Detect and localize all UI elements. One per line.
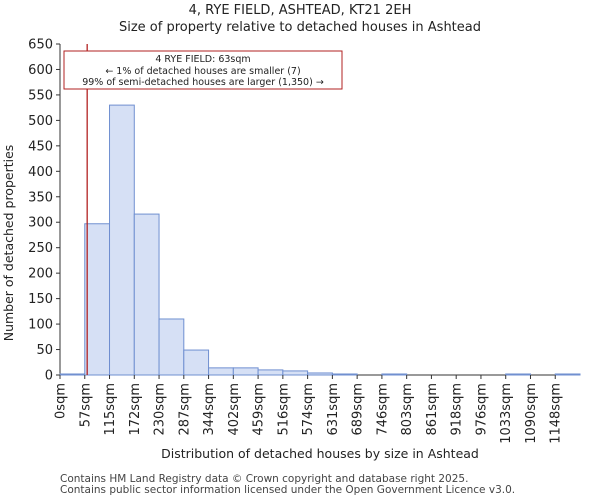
chart-title: 4, RYE FIELD, ASHTEAD, KT21 2EH [188, 3, 412, 18]
x-tick-label: 344sqm [202, 383, 217, 436]
x-tick-label: 287sqm [177, 383, 192, 436]
bar [84, 223, 111, 376]
y-tick-label: 200 [28, 267, 53, 282]
annotation-line1: 4 RYE FIELD: 63sqm [155, 54, 250, 65]
y-axis: 0 50 100 150 200 250 300 350 400 450 500 550 600 650 [28, 38, 60, 384]
chart-subtitle: Size of property relative to detached ho… [118, 20, 481, 35]
bar [282, 370, 309, 376]
x-tick-label: 115sqm [103, 383, 118, 436]
x-tick-label: 1033sqm [499, 383, 514, 444]
bar [307, 372, 333, 376]
x-tick-label: 172sqm [128, 383, 143, 436]
footer-line-2: Contains public sector information licen… [60, 484, 516, 496]
y-axis-label: Number of detached properties [1, 145, 16, 342]
bar [208, 367, 234, 376]
annotation-box [63, 50, 343, 90]
y-tick-label: 550 [28, 88, 53, 103]
y-tick-label: 0 [45, 369, 53, 384]
x-tick-label: 1090sqm [524, 383, 539, 444]
y-tick-label: 650 [28, 38, 53, 53]
y-tick-label: 600 [28, 63, 53, 78]
y-tick-label: 50 [36, 343, 53, 358]
bar [183, 349, 210, 376]
x-tick-label: 402sqm [227, 383, 242, 436]
bar [59, 373, 86, 376]
bar [109, 104, 135, 376]
x-tick-label: 746sqm [375, 383, 390, 436]
bar [232, 367, 259, 376]
bar [331, 373, 358, 376]
x-tick-label: 803sqm [400, 383, 415, 436]
y-tick-label: 250 [28, 241, 53, 256]
y-tick-label: 100 [28, 318, 53, 333]
annotation: 4 RYE FIELD: 63sqm← 1% of detached house… [63, 50, 343, 90]
x-tick-label: 230sqm [153, 383, 168, 436]
x-tick-label: 861sqm [425, 383, 440, 436]
x-tick-label: 516sqm [276, 383, 291, 436]
x-tick-label: 0sqm [54, 383, 69, 419]
x-tick-label: 689sqm [351, 383, 366, 436]
x-tick-label: 918sqm [450, 383, 465, 436]
x-axis: 0sqm 57sqm 115sqm 172sqm 230sqm 287sqm 344sqm 4… [54, 375, 564, 444]
annotation-line2: ← 1% of detached houses are smaller (7) [105, 66, 300, 77]
y-tick-label: 400 [28, 165, 53, 180]
annotation-line3: 99% of semi-detached houses are larger (… [82, 77, 324, 88]
x-tick-label: 1148sqm [549, 383, 564, 444]
bar [505, 373, 531, 376]
bar [554, 373, 581, 376]
x-tick-label: 574sqm [301, 383, 316, 436]
bar [381, 373, 408, 376]
x-tick-label: 631sqm [326, 383, 341, 436]
bars [59, 104, 581, 376]
x-tick-label: 459sqm [252, 383, 267, 436]
x-tick-label: 976sqm [474, 383, 489, 436]
bar [257, 369, 284, 376]
bar [133, 213, 160, 376]
footer-line-1: Contains HM Land Registry data © Crown c… [60, 473, 469, 485]
y-tick-label: 450 [28, 139, 53, 154]
x-tick-label: 57sqm [78, 383, 93, 427]
y-tick-label: 500 [28, 114, 53, 129]
y-tick-label: 300 [28, 216, 53, 231]
y-tick-label: 150 [28, 292, 53, 307]
x-axis-label: Distribution of detached houses by size … [161, 446, 479, 461]
bar [158, 318, 185, 376]
y-tick-label: 350 [28, 190, 53, 205]
